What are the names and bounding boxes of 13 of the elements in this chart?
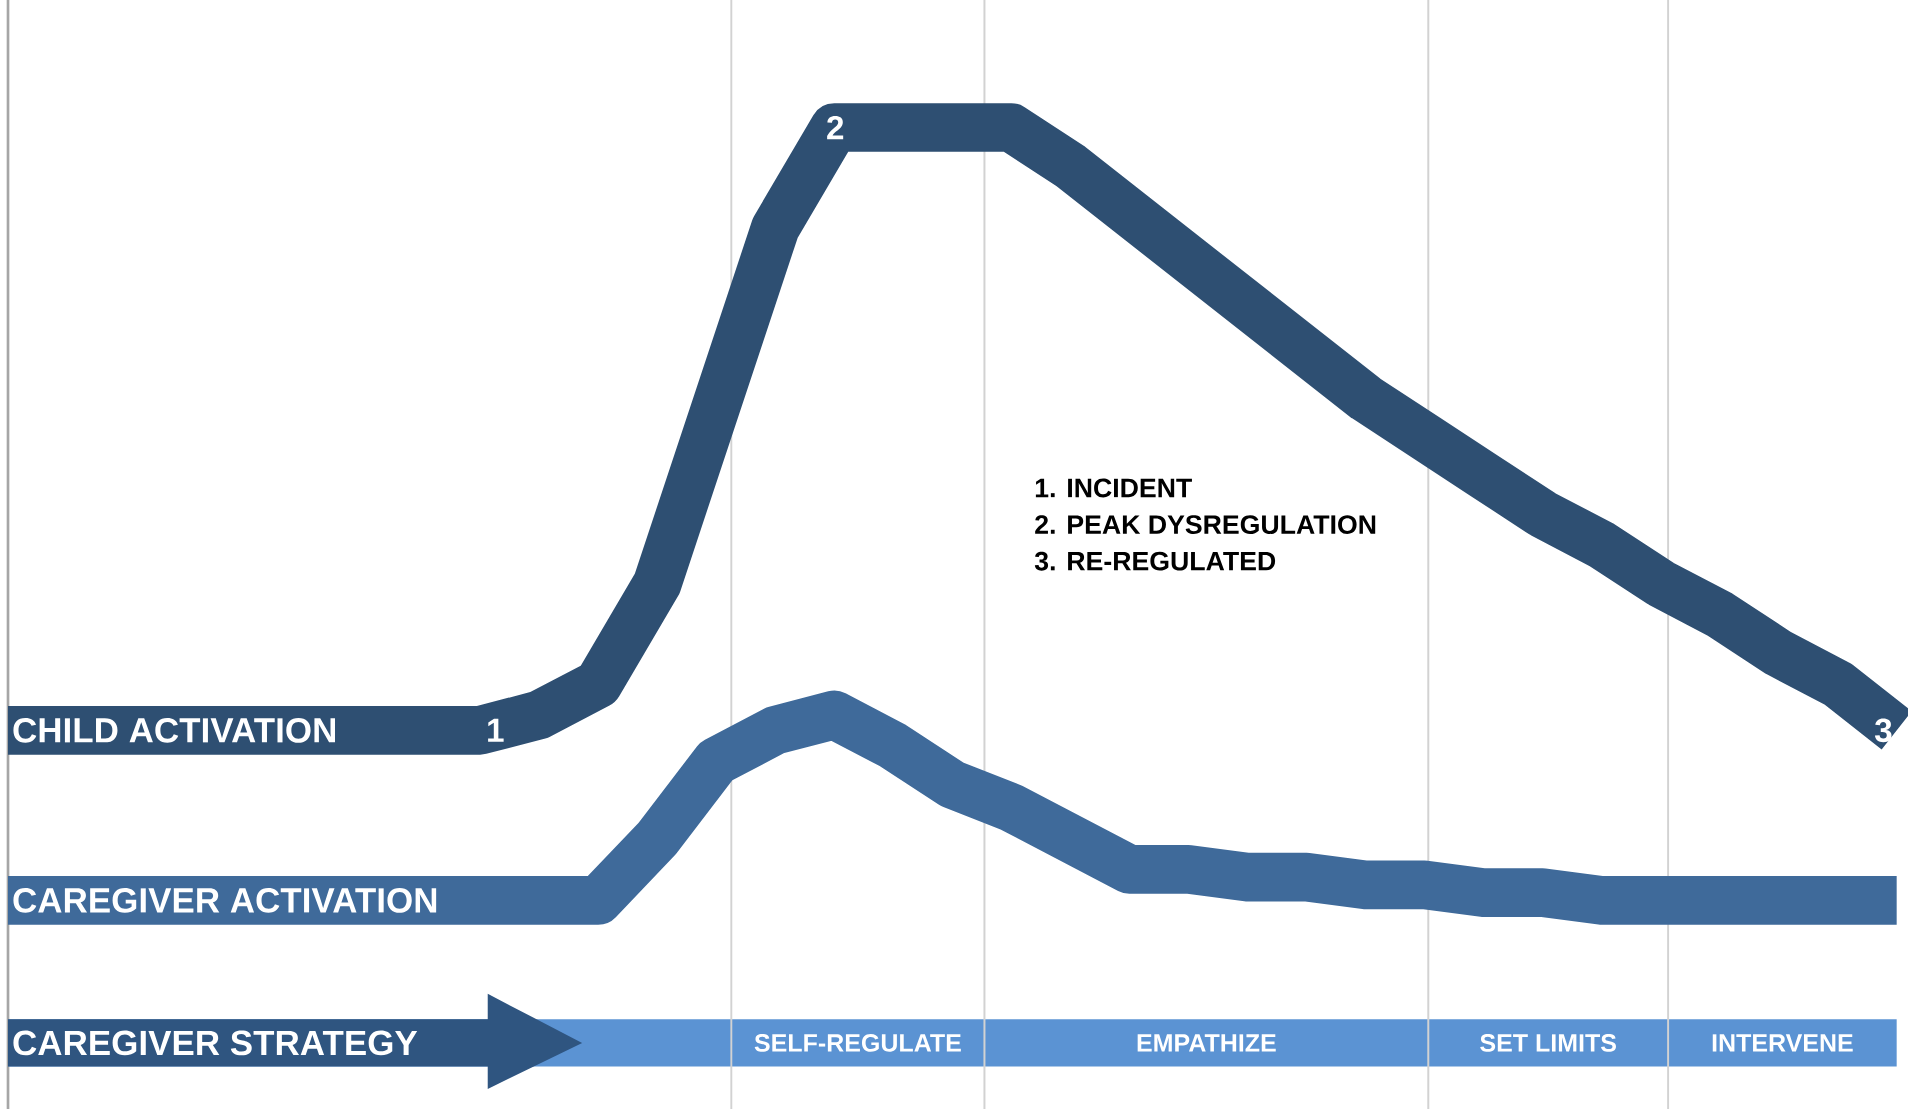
text: INTERVENE <box>1712 1034 1853 1052</box>
series-label: CHILD ACTIVATION <box>13 717 335 743</box>
annotation: 1. INCIDENT <box>1035 478 1192 498</box>
text: SELF-REGULATE <box>754 1034 961 1052</box>
annotation: 2. PEAK DYSREGULATION <box>1035 515 1376 535</box>
text: CAREGIVER STRATEGY <box>13 1030 418 1056</box>
text: SET LIMITS <box>1480 1034 1616 1052</box>
annotation: 2 <box>827 115 844 140</box>
text: EMPATHIZE <box>1137 1034 1276 1052</box>
series-label: CAREGIVER ACTIVATION <box>13 887 437 913</box>
annotation: 3. RE-REGULATED <box>1034 551 1276 571</box>
annotation: 1 <box>488 718 504 742</box>
annotation: 3 <box>1874 718 1892 743</box>
